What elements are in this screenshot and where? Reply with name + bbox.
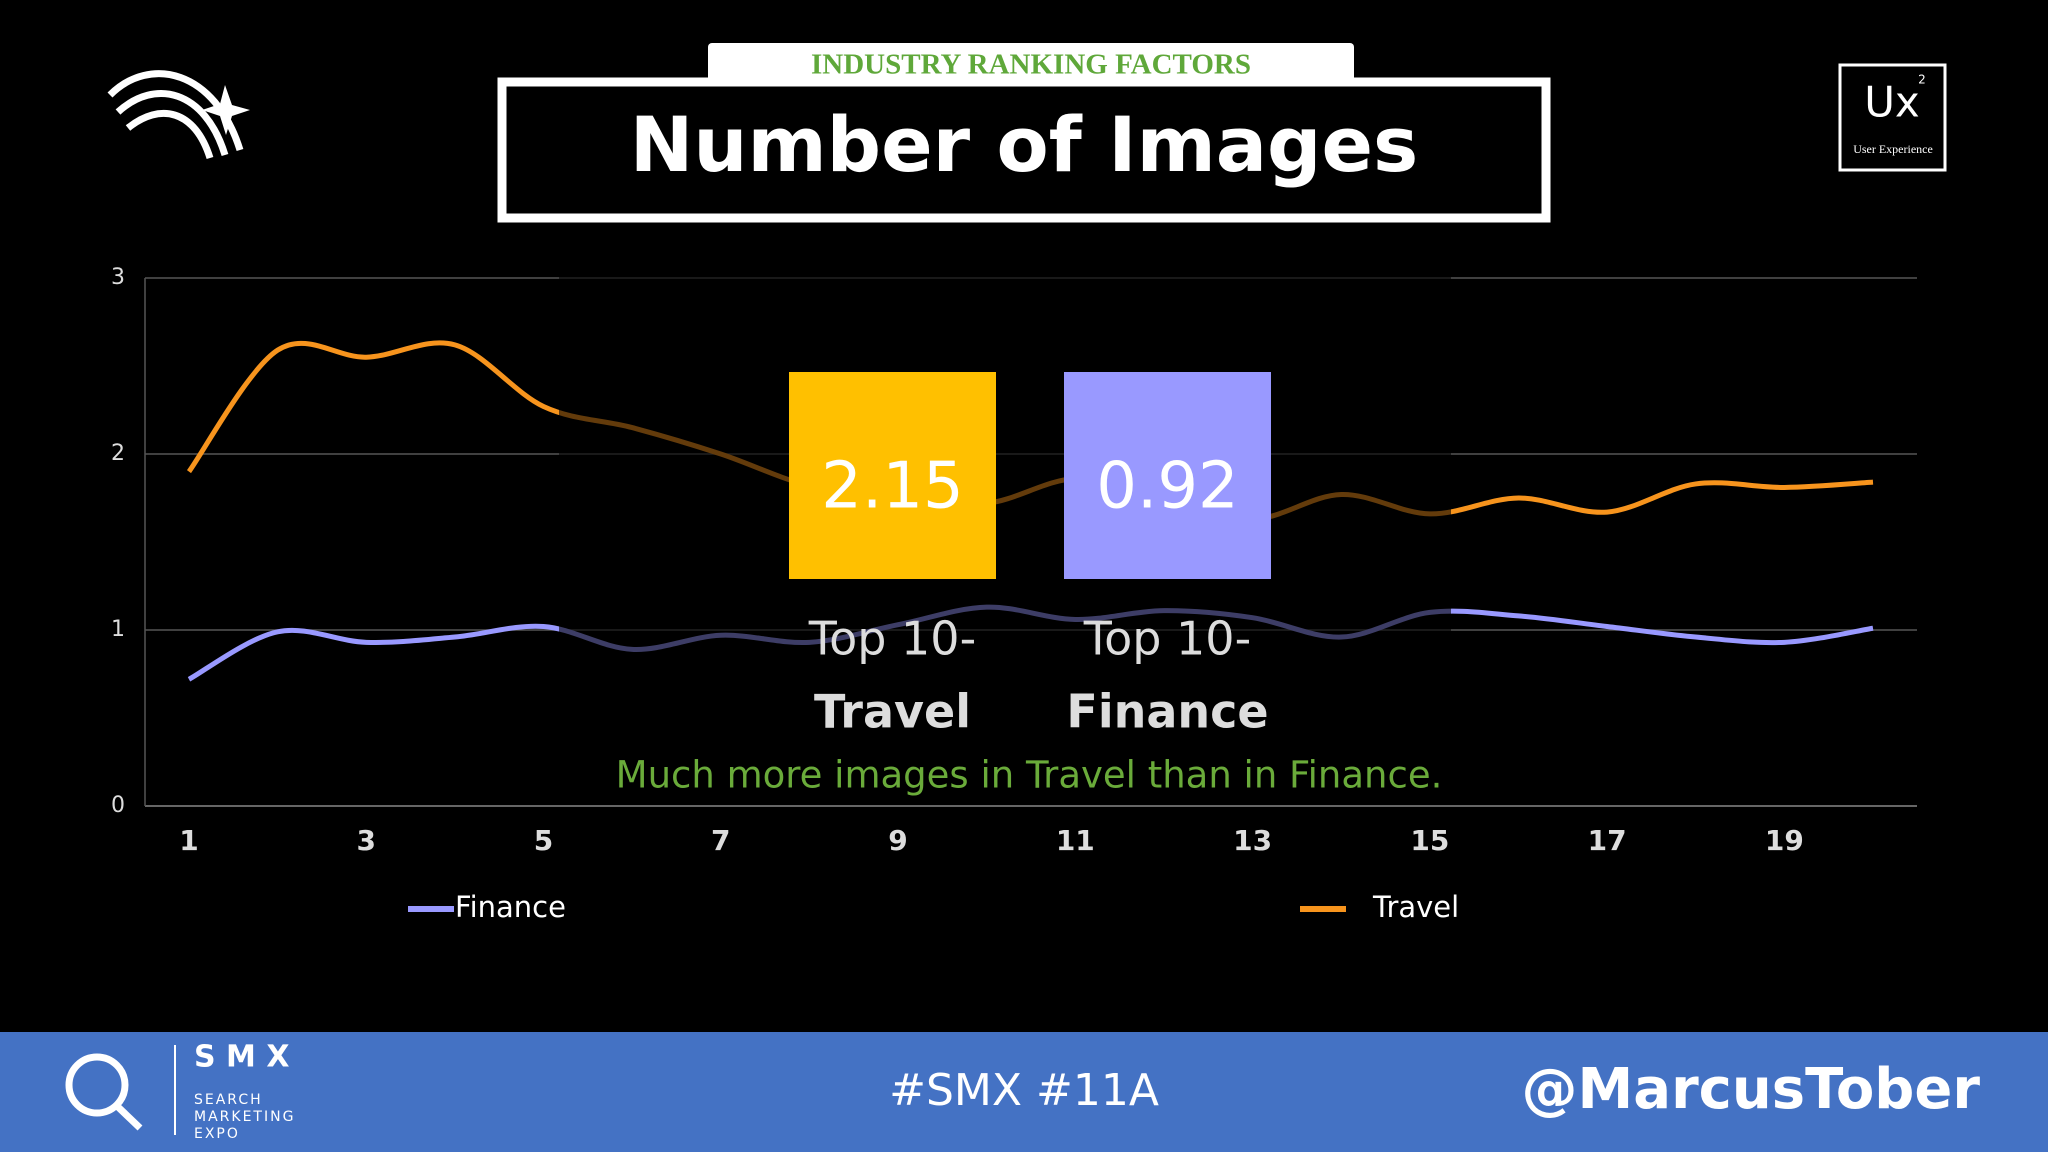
callout-label: Top 10- bbox=[1083, 612, 1251, 666]
y-tick-label: 1 bbox=[111, 617, 125, 642]
x-tick-label: 9 bbox=[888, 824, 907, 857]
callout-value: 0.92 bbox=[1096, 450, 1239, 524]
handle: @MarcusTober bbox=[1522, 1057, 1981, 1122]
annotation: Much more images in Travel than in Finan… bbox=[616, 754, 1443, 797]
x-tick-label: 11 bbox=[1056, 824, 1095, 857]
badge-frame bbox=[1838, 63, 1947, 172]
kicker-tab bbox=[708, 43, 1354, 83]
badge-caption: User Experience bbox=[1853, 142, 1933, 156]
callout-label: Top 10- bbox=[808, 612, 976, 666]
y-tick-label: 3 bbox=[111, 265, 125, 290]
brand-line: MARKETING bbox=[194, 1109, 295, 1125]
x-tick-label: 19 bbox=[1765, 824, 1804, 857]
x-tick-label: 13 bbox=[1233, 824, 1272, 857]
footer-bar bbox=[0, 1032, 2048, 1152]
y-tick-label: 2 bbox=[111, 441, 125, 466]
y-tick-label: 0 bbox=[111, 793, 125, 818]
legend-label: Finance bbox=[455, 890, 566, 924]
callout-value: 2.15 bbox=[821, 450, 964, 524]
callout-box bbox=[1064, 372, 1271, 579]
kicker: INDUSTRY RANKING FACTORS bbox=[811, 49, 1251, 81]
chart-title: Number of Images bbox=[630, 100, 1418, 189]
badge-text: Ux bbox=[1864, 78, 1920, 127]
callout-label: Travel bbox=[814, 685, 971, 739]
logo bbox=[107, 70, 250, 160]
x-tick-label: 1 bbox=[179, 824, 198, 857]
legend-label: Travel bbox=[1372, 890, 1459, 924]
x-tick-label: 7 bbox=[711, 824, 730, 857]
title-frame bbox=[497, 77, 1551, 223]
dim-overlay bbox=[559, 276, 1451, 802]
brand: S M X bbox=[194, 1040, 289, 1075]
x-tick-label: 15 bbox=[1410, 824, 1449, 857]
callout-label: Finance bbox=[1066, 685, 1268, 739]
badge-superscript: 2 bbox=[1918, 73, 1926, 87]
brand-line: EXPO bbox=[194, 1126, 240, 1142]
callout-box bbox=[789, 372, 996, 579]
smx-logo bbox=[65, 1045, 176, 1135]
hashtag: #SMX #11A bbox=[889, 1065, 1159, 1116]
x-tick-label: 3 bbox=[357, 824, 376, 857]
x-tick-label: 17 bbox=[1588, 824, 1627, 857]
x-tick-label: 5 bbox=[534, 824, 553, 857]
brand-line: SEARCH bbox=[194, 1092, 263, 1108]
